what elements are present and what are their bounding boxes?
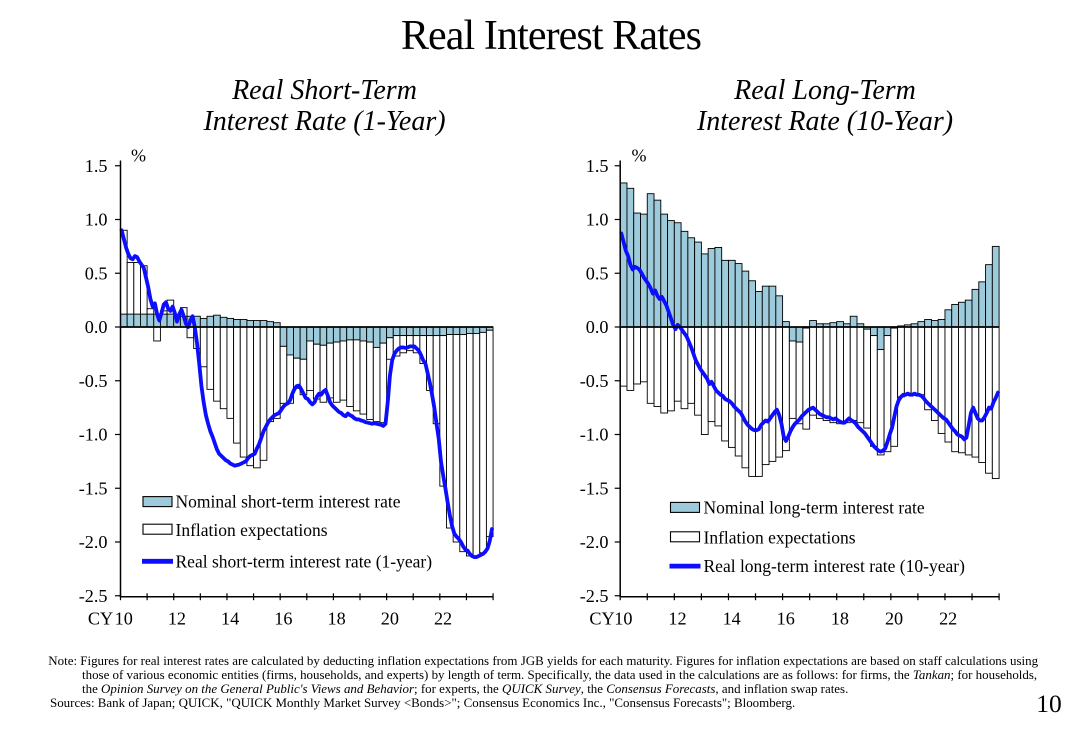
svg-text:-2.0: -2.0 [79, 532, 108, 552]
svg-text:22: 22 [939, 609, 957, 629]
svg-text:-1.5: -1.5 [79, 478, 108, 498]
svg-text:1.5: 1.5 [586, 156, 609, 176]
svg-text:12: 12 [168, 609, 186, 629]
svg-text:Real long-term interest rate (: Real long-term interest rate (10-year) [704, 556, 966, 576]
svg-text:0.5: 0.5 [85, 263, 108, 283]
svg-text:-1.0: -1.0 [79, 425, 108, 445]
svg-text:-0.5: -0.5 [79, 371, 108, 391]
svg-text:0.0: 0.0 [85, 317, 108, 337]
svg-text:Nominal short-term interest ra: Nominal short-term interest rate [176, 492, 401, 512]
svg-text:Inflation expectations: Inflation expectations [704, 527, 856, 547]
svg-text:%: % [131, 146, 146, 166]
svg-text:20: 20 [885, 609, 903, 629]
svg-text:-2.5: -2.5 [79, 586, 108, 606]
svg-text:-2.0: -2.0 [580, 532, 609, 552]
svg-text:Nominal long-term interest rat: Nominal long-term interest rate [704, 497, 925, 517]
svg-text:-1.5: -1.5 [580, 478, 609, 498]
svg-text:0.5: 0.5 [586, 263, 609, 283]
svg-text:CY: CY [88, 609, 113, 629]
svg-text:12: 12 [668, 609, 686, 629]
svg-text:%: % [632, 146, 647, 166]
svg-text:-1.0: -1.0 [580, 425, 609, 445]
svg-text:16: 16 [274, 609, 292, 629]
svg-text:CY: CY [589, 609, 614, 629]
svg-text:16: 16 [777, 609, 795, 629]
svg-text:1.0: 1.0 [586, 210, 609, 230]
svg-text:-0.5: -0.5 [580, 371, 609, 391]
svg-text:Inflation expectations: Inflation expectations [176, 520, 328, 540]
svg-text:18: 18 [831, 609, 849, 629]
svg-text:10: 10 [115, 609, 133, 629]
svg-text:14: 14 [723, 609, 741, 629]
svg-text:22: 22 [434, 609, 452, 629]
svg-text:Real short-term interest rate: Real short-term interest rate (1-year) [176, 551, 433, 571]
svg-text:1.0: 1.0 [85, 210, 108, 230]
svg-text:20: 20 [381, 609, 399, 629]
svg-text:14: 14 [221, 609, 239, 629]
svg-text:18: 18 [328, 609, 346, 629]
svg-text:-2.5: -2.5 [580, 586, 609, 606]
svg-text:0.0: 0.0 [586, 317, 609, 337]
svg-text:10: 10 [614, 609, 632, 629]
svg-text:1.5: 1.5 [85, 156, 108, 176]
